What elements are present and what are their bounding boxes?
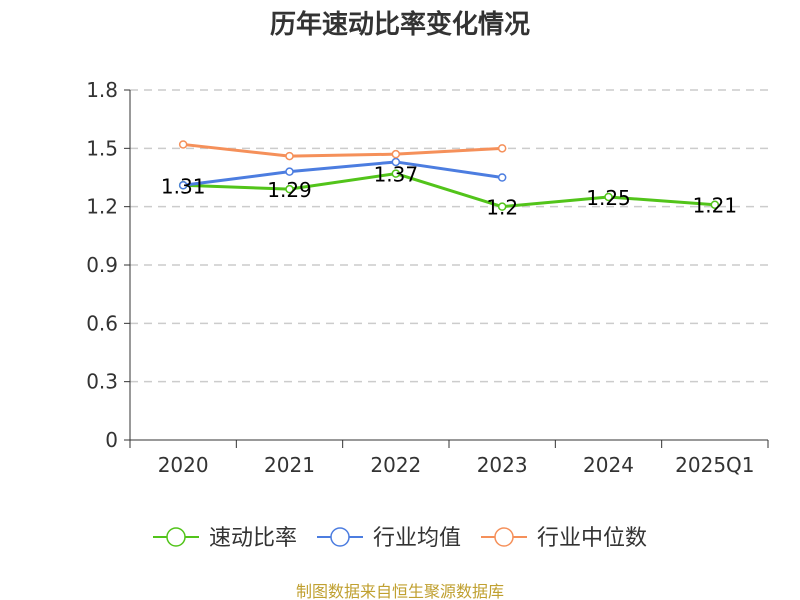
series-point-3 [391,149,401,159]
series-line-3 [183,142,503,158]
series-point-2 [178,181,188,190]
legend-item-1[interactable]: 速动比率 [153,526,297,551]
series-point-1 [710,200,720,209]
legend[interactable]: 速动比率 行业均值 行业中位数 [153,526,647,551]
y-tick-label: 0.6 [86,311,118,335]
series-point-2 [391,157,401,167]
x-tick-label: 2020 [158,453,209,477]
series-point-3 [497,144,507,153]
y-tick-label: 0.3 [86,370,118,394]
series-point-3 [285,151,294,161]
series [178,140,720,211]
legend-marker [166,527,186,547]
legend-label: 行业中位数 [537,526,647,551]
x-tick-label: 2023 [477,453,528,477]
series-point-2 [285,167,294,176]
x-tick-label: 2021 [264,453,315,477]
legend-label: 速动比率 [209,526,297,551]
data-label: 1.2 [486,196,518,220]
legend-item-3[interactable]: 行业中位数 [481,526,647,551]
legend-label: 行业均值 [373,526,461,551]
y-tick-label: 1.2 [86,195,118,219]
axes: 0 0.3 0.6 0.9 1.2 1.5 1.8 2020 2021 2022 2023 2024 2… [86,78,769,477]
x-tick-label: 2022 [370,453,421,477]
series-point-1 [497,202,507,211]
y-tick-label: 1.5 [86,136,118,160]
x-tick-label: 2024 [583,453,634,477]
series-point-3 [178,140,188,149]
data-label: 1.29 [267,178,312,202]
grid [130,89,768,383]
data-label: 1.25 [586,186,631,210]
data-labels: 1.31 1.29 1.37 1.2 1.25 1.21 [161,163,737,220]
y-tick-label: 0 [105,428,118,452]
x-tick-label: 2025Q1 [675,453,754,477]
source-note: 制图数据来自恒生聚源数据库 [296,582,504,600]
data-label: 1.37 [374,163,419,187]
chart-title: 历年速动比率变化情况 [270,9,530,40]
series-point-2 [497,173,507,182]
series-line-2 [182,160,503,187]
series-point-1 [604,192,613,202]
legend-item-2[interactable]: 行业均值 [317,526,461,551]
legend-marker [330,527,350,547]
y-tick-label: 0.9 [86,253,118,277]
data-label: 1.31 [161,174,206,198]
series-line-1 [183,172,715,209]
legend-marker [494,527,514,547]
y-tick-label: 1.8 [86,78,118,102]
series-point-1 [391,169,401,178]
series-point-1 [285,184,294,194]
data-label: 1.21 [693,194,738,218]
